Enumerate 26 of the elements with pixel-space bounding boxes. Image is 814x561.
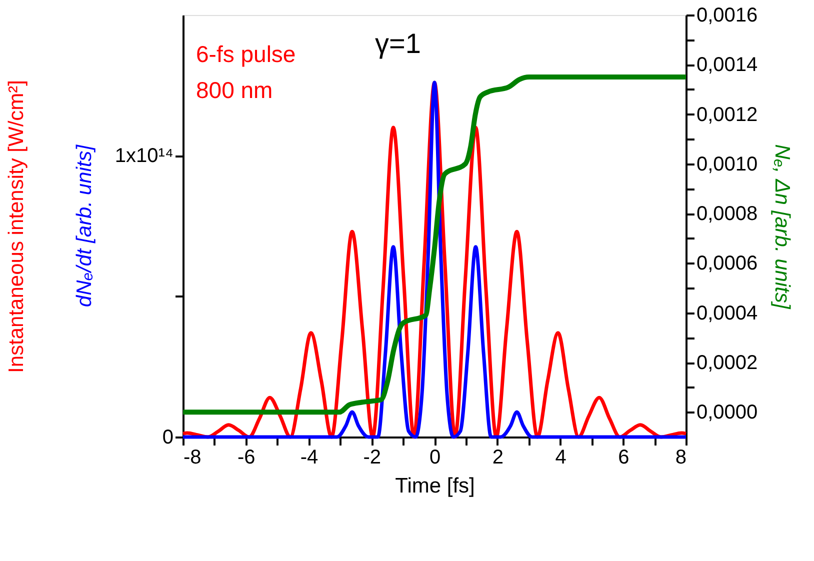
y-tick-label: 1x10¹⁴: [114, 145, 174, 168]
y2-tick-label: 0,0012: [696, 104, 758, 126]
x-tick-label: 4: [555, 446, 566, 468]
x-tick-label: -4: [300, 446, 318, 468]
x-tick-label: 6: [618, 446, 630, 468]
x-tick-label: -6: [237, 446, 256, 468]
y2-tick-label: 0,0006: [696, 252, 758, 275]
y2-axis-title: Nₑ, Δn [arb. units]: [770, 144, 794, 310]
x-tick-label: 0: [429, 446, 441, 468]
x-axis-title: Time [fs]: [395, 474, 475, 498]
annotation: 6-fs pulse: [196, 41, 296, 67]
x-tick-label: 2: [492, 446, 504, 468]
y2-tick-label: 0,0014: [696, 54, 758, 76]
y2-tick-label: 0,0000: [696, 402, 758, 424]
annotation: 800 nm: [196, 77, 273, 103]
y2-tick-label: 0,0008: [696, 203, 758, 226]
y2-tick-label: 0,0004: [696, 302, 758, 324]
x-tick-label: 8: [675, 446, 686, 468]
y2-tick-label: 0,0016: [696, 4, 758, 26]
y2-tick-label: 0,0002: [696, 352, 758, 374]
y2-tick-label: 0,0010: [696, 153, 758, 176]
annotation: γ=1: [375, 28, 421, 59]
x-tick-label: -8: [184, 446, 202, 468]
text: dNₑ/dt [arb. units]: [73, 144, 96, 308]
y-axis-title: Instantaneous intensity [W/cm²]: [4, 80, 28, 373]
x-tick-label: -2: [363, 446, 382, 468]
